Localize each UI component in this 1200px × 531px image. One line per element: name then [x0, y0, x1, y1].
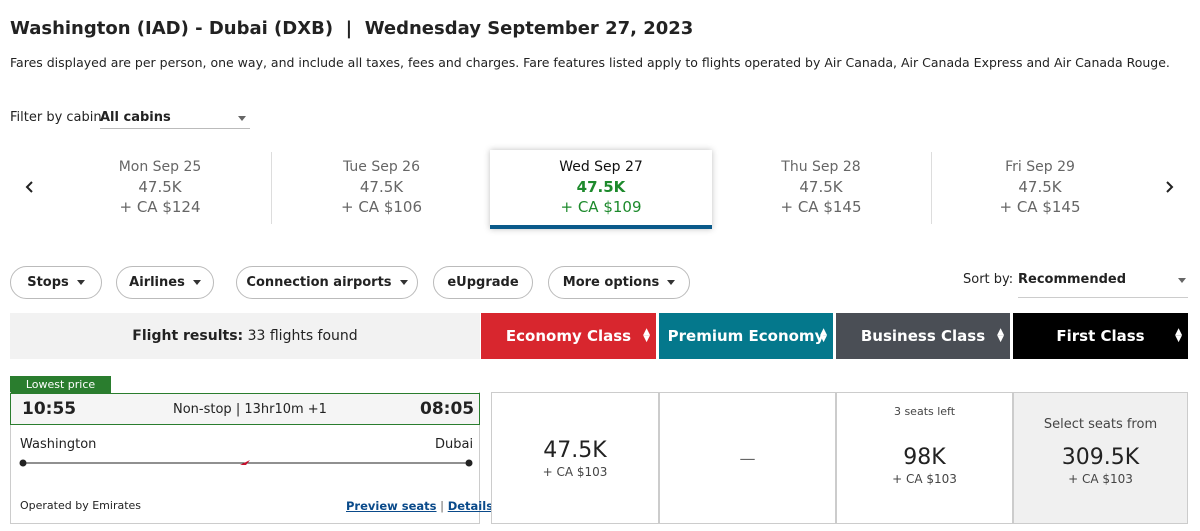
- link-separator: |: [440, 499, 445, 513]
- fare-cell[interactable]: Select seats from 309.5K + CA $103: [1013, 392, 1188, 524]
- date-cell[interactable]: Thu Sep 28 47.5K + CA $145: [712, 150, 930, 226]
- filter-text: Airlines: [129, 275, 185, 290]
- dropdown-caret: [1178, 278, 1186, 283]
- filter-text: Stops: [27, 275, 69, 290]
- date-cell[interactable]: Wed Sep 27 47.5K + CA $109: [490, 150, 712, 229]
- fare-fee: + CA $103: [542, 464, 608, 479]
- flight-times: [10, 393, 480, 425]
- cabin-dropdown[interactable]: All cabins: [100, 106, 250, 129]
- operator: Operated by Emirates: [20, 499, 142, 512]
- filter-button[interactable]: Connection airports: [236, 266, 418, 299]
- fare-note: Select seats from: [1043, 417, 1158, 432]
- fare-points: 47.5K: [543, 437, 607, 463]
- cabin-value: All cabins: [100, 110, 171, 125]
- date-points: 47.5K: [359, 178, 404, 196]
- sort-icon: ▲ ▼: [820, 327, 827, 344]
- filter-button[interactable]: Stops: [10, 266, 102, 299]
- date-divider: [271, 152, 272, 224]
- fare-cell[interactable]: —: [659, 392, 836, 524]
- route-line: [19, 459, 473, 467]
- results-header: Flight results: 33 flights found: [10, 313, 480, 359]
- filter-label: Filter by cabin: [10, 110, 102, 125]
- date-points: 47.5K: [799, 178, 843, 196]
- filter-button[interactable]: More options: [548, 266, 690, 299]
- dropdown-caret: [238, 116, 246, 121]
- fare-fee: + CA $103: [892, 471, 957, 486]
- fare-cell[interactable]: 47.5K + CA $103: [491, 392, 659, 524]
- cabin-header[interactable]: Premium Economy ▲ ▼: [659, 313, 833, 359]
- fare-fee: + CA $103: [1068, 471, 1133, 486]
- fare-note: Fares displayed are per person, one way,…: [10, 55, 1170, 70]
- sort-icon: ▲ ▼: [997, 327, 1004, 344]
- date-day: Fri Sep 29: [1005, 159, 1075, 175]
- cabin-name: First Class: [1056, 327, 1145, 345]
- arrive-time: 08:05: [420, 399, 475, 419]
- date-day: Mon Sep 25: [118, 159, 202, 175]
- date-fee: + CA $106: [340, 198, 422, 216]
- fare-cell[interactable]: 3 seats left 98K + CA $103: [836, 392, 1013, 524]
- fare-points: —: [739, 448, 756, 468]
- flight-card[interactable]: [10, 392, 480, 524]
- sort-icon: ▲ ▼: [1175, 327, 1182, 344]
- sort-value: Recommended: [1018, 272, 1127, 287]
- dropdown-caret: [192, 280, 201, 285]
- cabin-header[interactable]: First Class ▲ ▼: [1013, 313, 1188, 359]
- origin: Washington: [20, 437, 97, 452]
- date-day: Wed Sep 27: [559, 159, 643, 175]
- date-cell[interactable]: Fri Sep 29 47.5K + CA $145: [930, 150, 1150, 226]
- results-label: Flight results:: [132, 328, 244, 344]
- date-cell[interactable]: Tue Sep 26 47.5K + CA $106: [273, 150, 490, 226]
- flight-links: Preview seats | Details: [346, 499, 493, 513]
- prev-dates[interactable]: [24, 180, 36, 194]
- date-fee: + CA $145: [780, 198, 862, 216]
- date-day: Tue Sep 26: [342, 159, 420, 175]
- cabin-name: Premium Economy: [667, 327, 825, 345]
- cabin-header[interactable]: Business Class ▲ ▼: [836, 313, 1010, 359]
- flight-info: Non-stop | 13hr10m +1: [173, 402, 327, 417]
- filter-button[interactable]: Airlines: [116, 266, 214, 299]
- badge: Lowest price: [10, 376, 111, 393]
- date-divider: [931, 152, 932, 224]
- filter-text: More options: [562, 275, 660, 290]
- depart-time: 10:55: [22, 399, 77, 419]
- dropdown-caret: [399, 280, 408, 285]
- date-cell[interactable]: Mon Sep 25 47.5K + CA $124: [50, 150, 270, 226]
- next-dates[interactable]: [1163, 180, 1175, 194]
- cabin-name: Business Class: [860, 327, 986, 345]
- filter-text: Connection airports: [246, 275, 392, 290]
- date-points: 47.5K: [1018, 178, 1062, 196]
- dropdown-caret: [76, 280, 85, 285]
- date-day: Thu Sep 28: [781, 159, 861, 175]
- fare-note: 3 seats left: [893, 405, 956, 418]
- filter-text: eUpgrade: [447, 275, 519, 290]
- cabin-header[interactable]: Economy Class ▲ ▼: [481, 313, 656, 359]
- results-count: 33 flights found: [247, 328, 358, 344]
- date-fee: + CA $109: [560, 198, 642, 216]
- fare-points: 98K: [903, 444, 946, 470]
- sort-label: Sort by:: [963, 272, 1014, 287]
- filter-button[interactable]: eUpgrade: [433, 266, 533, 299]
- details-link[interactable]: Details: [447, 499, 494, 513]
- sort-icon: ▲ ▼: [643, 327, 650, 344]
- sort-dropdown[interactable]: Recommended: [1018, 266, 1188, 298]
- fare-points: 309.5K: [1061, 444, 1140, 470]
- destination: Dubai: [435, 437, 474, 452]
- date-points: 47.5K: [138, 178, 182, 196]
- preview-seats-link[interactable]: Preview seats: [346, 499, 437, 513]
- date-fee: + CA $145: [999, 198, 1081, 216]
- dropdown-caret: [667, 280, 676, 285]
- date-points: 47.5K: [576, 178, 626, 196]
- date-fee: + CA $124: [119, 198, 201, 216]
- cabin-name: Economy Class: [505, 327, 632, 345]
- page-title: Washington (IAD) - Dubai (DXB) | Wednesd…: [10, 18, 694, 39]
